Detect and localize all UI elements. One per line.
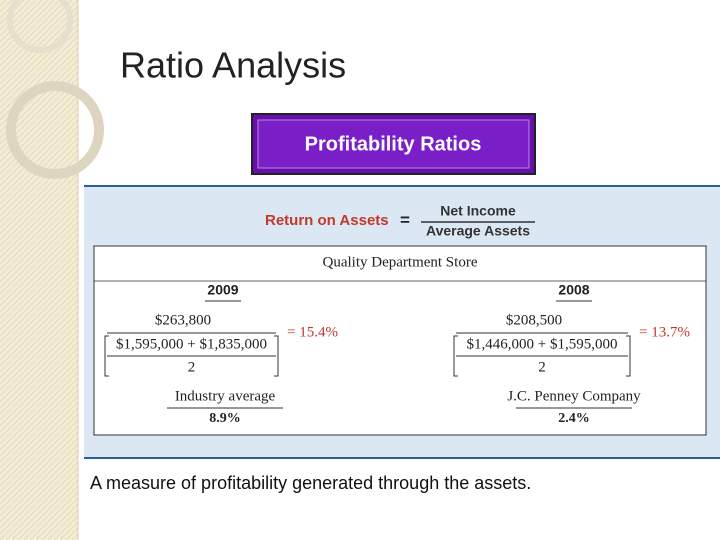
comparison-value: 8.9% [209, 411, 241, 426]
denominator: $1,595,000 + $1,835,000 [116, 336, 267, 352]
example-box [93, 245, 707, 436]
year-bg [520, 282, 564, 300]
side-strip [0, 0, 78, 540]
comparison-label: Industry average [175, 388, 276, 404]
year: 2009 [207, 282, 238, 298]
divisor: 2 [538, 359, 546, 375]
year-bg [169, 282, 213, 300]
comparison-label: J.C. Penney Company [507, 388, 641, 404]
formula-denominator: Average Assets [426, 223, 530, 239]
deco-circle [6, 81, 104, 179]
button-label: Profitability Ratios [305, 133, 482, 155]
formula-equals: = [400, 210, 410, 229]
formula-name: Return on Assets [265, 212, 389, 229]
year: 2008 [558, 282, 589, 298]
result: = 13.7% [639, 324, 690, 340]
caption: A measure of profitability generated thr… [90, 473, 531, 493]
slide-title: Ratio Analysis [120, 45, 346, 86]
numerator: $208,500 [506, 312, 562, 328]
comparison-value: 2.4% [558, 411, 590, 426]
denominator: $1,446,000 + $1,595,000 [467, 336, 618, 352]
result: = 15.4% [287, 324, 338, 340]
bracket [453, 335, 458, 377]
formula-numerator: Net Income [440, 203, 516, 219]
bracket [104, 335, 109, 377]
divisor: 2 [188, 359, 196, 375]
numerator: $263,800 [155, 312, 211, 328]
bracket [626, 335, 631, 377]
deco-circle [7, 0, 73, 53]
company: Quality Department Store [323, 254, 478, 270]
bracket [274, 335, 279, 377]
ratio-button-inner [257, 119, 530, 169]
